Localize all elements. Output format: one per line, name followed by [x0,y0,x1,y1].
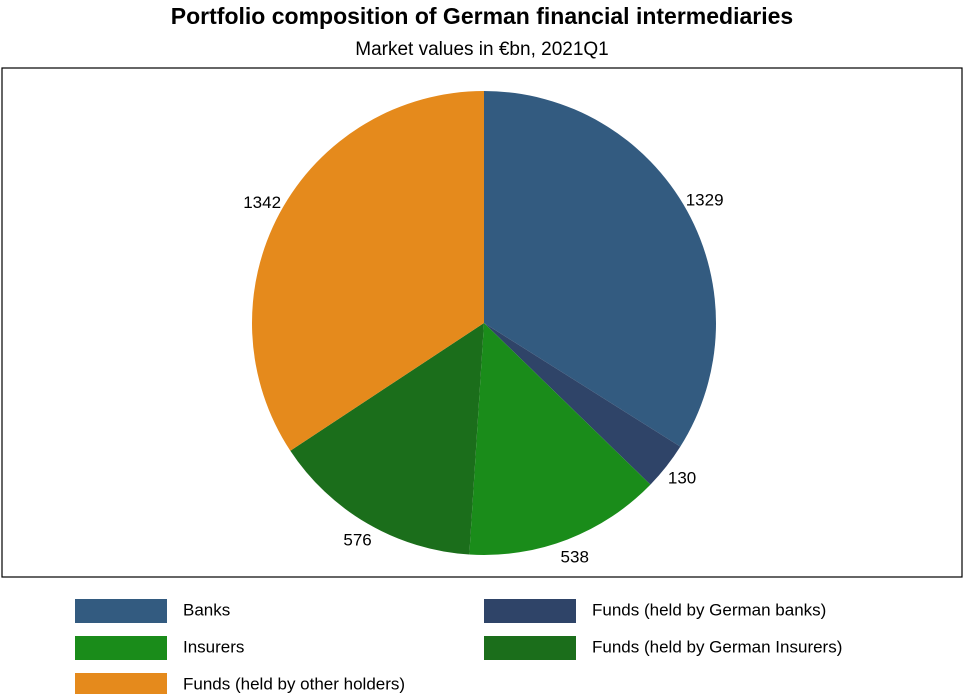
legend-swatch [75,599,167,623]
legend-swatch [75,673,167,694]
pie: 1329 130 538 576 1342 [243,90,724,567]
pie-slice [469,323,651,555]
legend-swatch [484,636,576,660]
pie-slice [484,323,681,485]
pie-slice [484,91,716,447]
value-label: 538 [561,548,589,567]
legend-label: Insurers [183,637,244,656]
legend-label: Funds (held by other holders) [183,674,405,693]
legend-swatch [484,599,576,623]
value-label: 576 [343,530,371,549]
chart-title: Portfolio composition of German financia… [171,3,793,29]
legend-label: Funds (held by German banks) [592,600,826,619]
legend-label: Banks [183,600,230,619]
value-label: 1329 [686,191,724,210]
legend-label: Funds (held by German Insurers) [592,637,842,656]
chart-subtitle: Market values in €bn, 2021Q1 [355,39,609,60]
legend: Banks Funds (held by German banks) Insurer… [75,599,842,694]
legend-swatch [75,636,167,660]
value-label: 130 [668,468,696,487]
plot-frame [1,67,963,578]
pie-slice [290,323,484,555]
value-label: 1342 [243,193,281,212]
pie-slice [252,90,484,451]
